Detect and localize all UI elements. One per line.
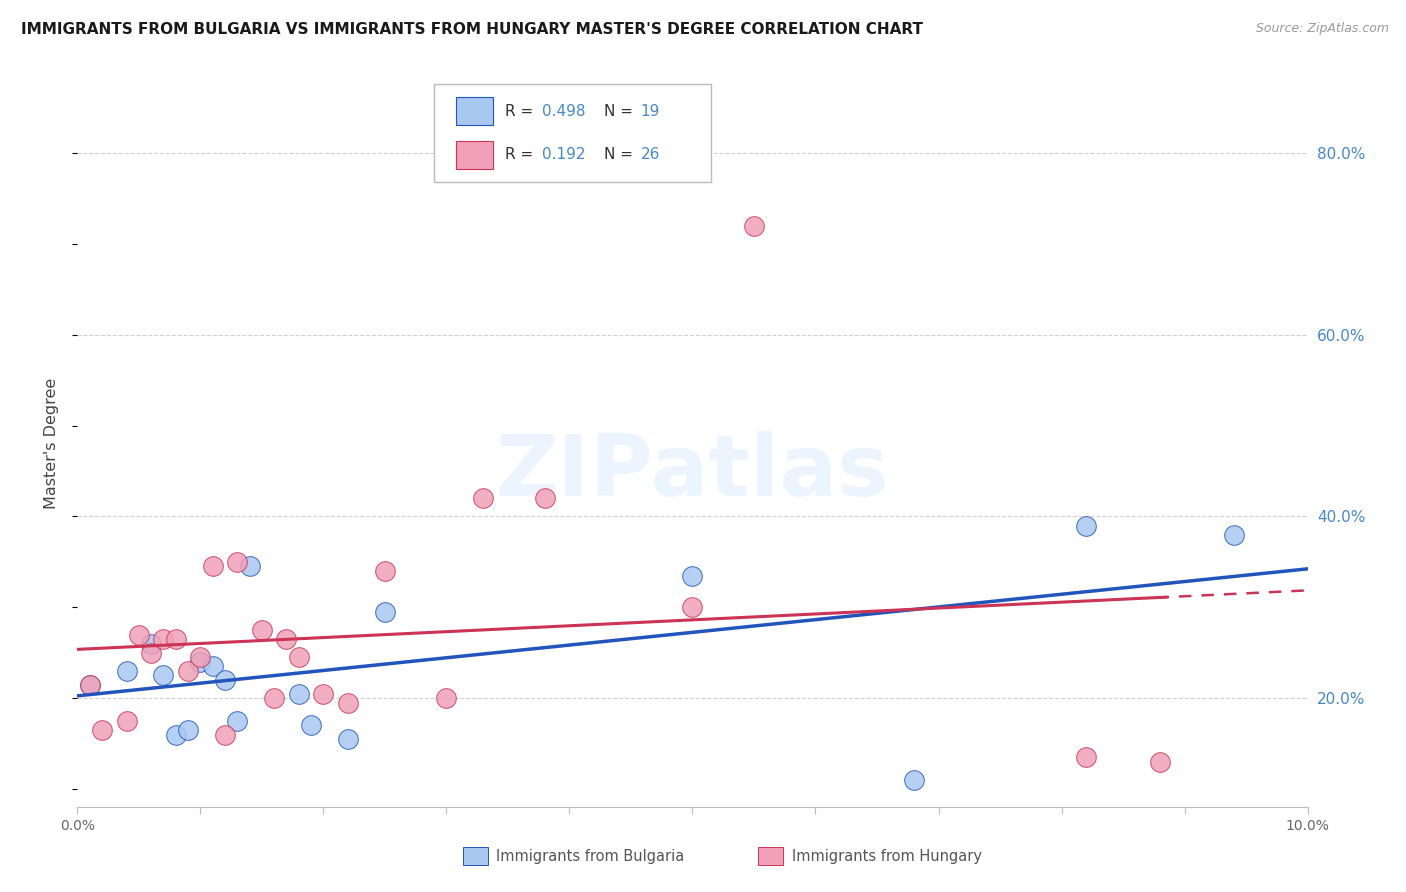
Point xyxy=(128,627,150,641)
Point xyxy=(188,655,212,669)
Point xyxy=(742,219,765,233)
Point xyxy=(1223,527,1246,541)
Text: 0.192: 0.192 xyxy=(543,147,586,162)
Text: Source: ZipAtlas.com: Source: ZipAtlas.com xyxy=(1256,22,1389,36)
Point xyxy=(141,646,163,660)
Point xyxy=(201,559,224,574)
Point xyxy=(1076,750,1098,764)
Text: ZIPatlas: ZIPatlas xyxy=(495,432,890,515)
Text: N =: N = xyxy=(605,103,638,119)
Point xyxy=(374,564,396,578)
Text: 26: 26 xyxy=(641,147,661,162)
Point xyxy=(79,677,101,691)
Point xyxy=(115,714,138,728)
Point xyxy=(288,650,311,665)
Point xyxy=(214,728,236,742)
Point xyxy=(226,555,249,569)
Point xyxy=(90,723,114,737)
Point xyxy=(374,605,396,619)
Text: IMMIGRANTS FROM BULGARIA VS IMMIGRANTS FROM HUNGARY MASTER'S DEGREE CORRELATION : IMMIGRANTS FROM BULGARIA VS IMMIGRANTS F… xyxy=(21,22,924,37)
Point xyxy=(188,650,212,665)
Point xyxy=(299,718,322,732)
Point xyxy=(152,668,174,682)
Point xyxy=(177,664,200,678)
Point xyxy=(165,632,187,647)
Text: N =: N = xyxy=(605,147,638,162)
Point xyxy=(79,677,101,691)
Point xyxy=(276,632,298,647)
Point xyxy=(115,664,138,678)
Point xyxy=(250,623,273,637)
Point xyxy=(239,559,262,574)
Text: R =: R = xyxy=(506,103,538,119)
Point xyxy=(534,491,557,506)
Point xyxy=(472,491,495,506)
Point xyxy=(226,714,249,728)
Text: R =: R = xyxy=(506,147,538,162)
Point xyxy=(177,723,200,737)
Text: Immigrants from Hungary: Immigrants from Hungary xyxy=(792,849,981,863)
Point xyxy=(1076,518,1098,533)
Text: Immigrants from Bulgaria: Immigrants from Bulgaria xyxy=(496,849,685,863)
Point xyxy=(436,691,458,706)
FancyBboxPatch shape xyxy=(434,84,711,182)
FancyBboxPatch shape xyxy=(457,141,494,169)
Point xyxy=(682,568,704,582)
Point xyxy=(288,687,311,701)
Point xyxy=(263,691,285,706)
Point xyxy=(165,728,187,742)
Point xyxy=(1149,755,1171,769)
Point xyxy=(312,687,335,701)
Text: 19: 19 xyxy=(641,103,661,119)
Point xyxy=(903,772,925,787)
Point xyxy=(141,637,163,651)
Point xyxy=(201,659,224,673)
Text: 0.498: 0.498 xyxy=(543,103,586,119)
Point xyxy=(337,696,360,710)
Point xyxy=(214,673,236,687)
Y-axis label: Master's Degree: Master's Degree xyxy=(44,378,59,509)
FancyBboxPatch shape xyxy=(457,97,494,125)
Point xyxy=(152,632,174,647)
Point xyxy=(337,732,360,747)
Point xyxy=(682,600,704,615)
